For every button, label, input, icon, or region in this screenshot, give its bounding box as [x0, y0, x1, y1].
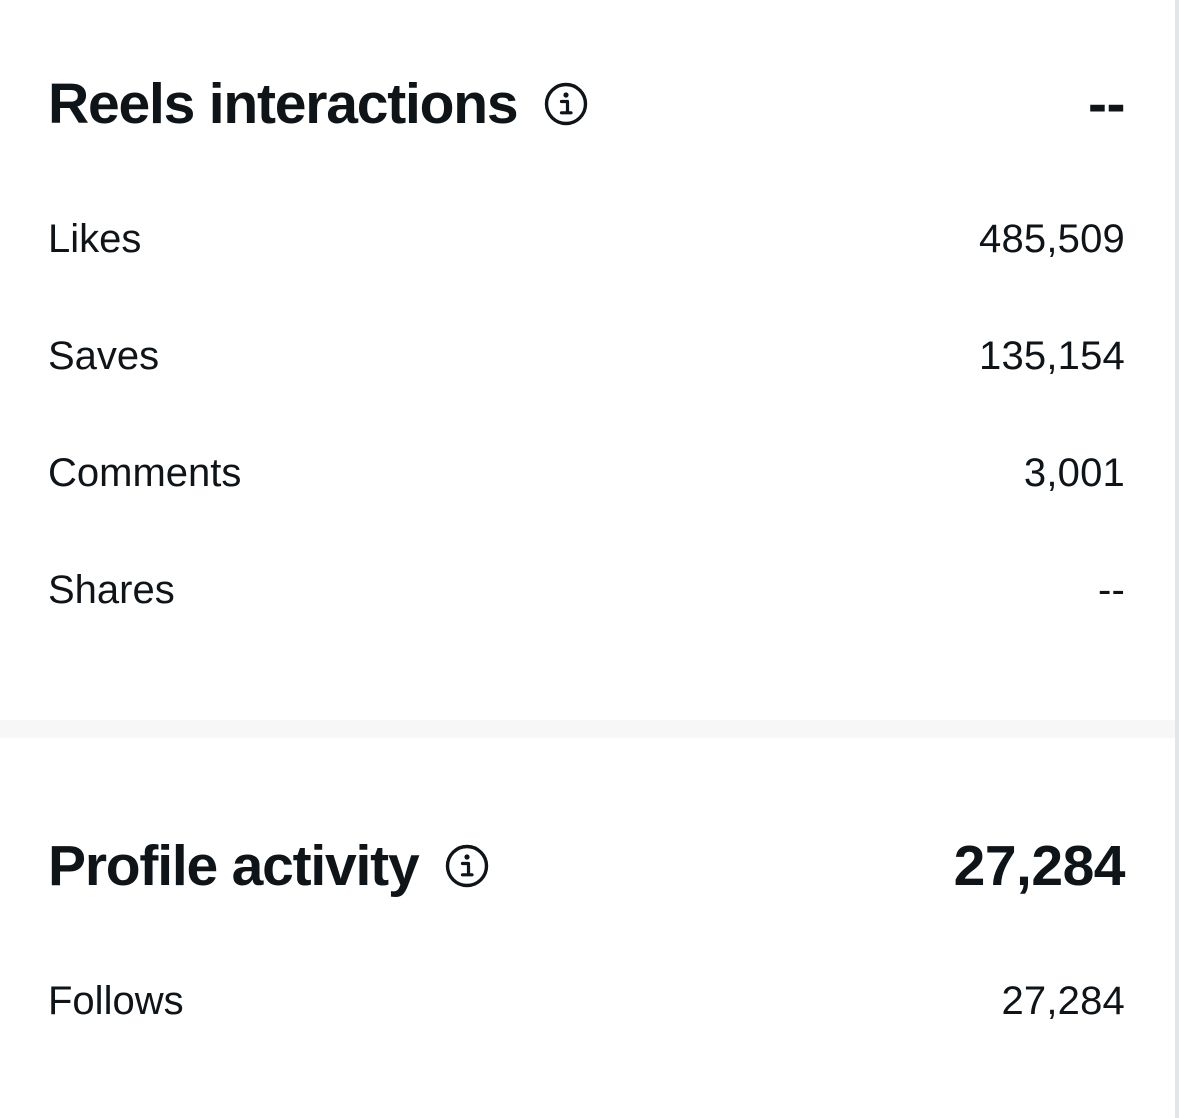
metric-value: 27,284 — [1001, 978, 1125, 1023]
info-icon[interactable] — [543, 81, 589, 127]
metric-row-likes: Likes 485,509 — [48, 212, 1125, 266]
metric-label: Follows — [48, 978, 184, 1023]
metric-value: 485,509 — [979, 216, 1125, 261]
metric-label: Shares — [48, 567, 175, 612]
profile-activity-title-group: Profile activity — [48, 833, 490, 899]
reels-interactions-title: Reels interactions — [48, 72, 519, 136]
section-divider — [0, 720, 1175, 738]
profile-activity-total: 27,284 — [953, 834, 1126, 898]
panel-edge — [1175, 0, 1179, 1118]
profile-activity-title: Profile activity — [48, 834, 420, 898]
metric-value: 135,154 — [979, 333, 1125, 378]
info-icon[interactable] — [444, 843, 490, 889]
metric-label: Comments — [48, 450, 242, 495]
reels-interactions-section: Reels interactions -- Likes 485,509 Save… — [48, 62, 1125, 617]
reels-interactions-title-group: Reels interactions — [48, 71, 589, 137]
profile-activity-header: Profile activity 27,284 — [48, 824, 1126, 908]
metric-label: Likes — [48, 216, 142, 261]
metric-row-shares: Shares -- — [48, 563, 1125, 617]
reels-interactions-header: Reels interactions -- — [48, 62, 1125, 146]
metric-row-follows: Follows 27,284 — [48, 974, 1125, 1028]
metric-label: Saves — [48, 333, 160, 378]
reels-interactions-total: -- — [1088, 72, 1125, 136]
metric-value: 3,001 — [1023, 450, 1125, 495]
profile-activity-section: Profile activity 27,284 Follows 27,284 — [0, 738, 1175, 1118]
metric-row-saves: Saves 135,154 — [48, 329, 1125, 383]
metric-row-comments: Comments 3,001 — [48, 446, 1125, 500]
metric-value: -- — [1097, 567, 1125, 612]
